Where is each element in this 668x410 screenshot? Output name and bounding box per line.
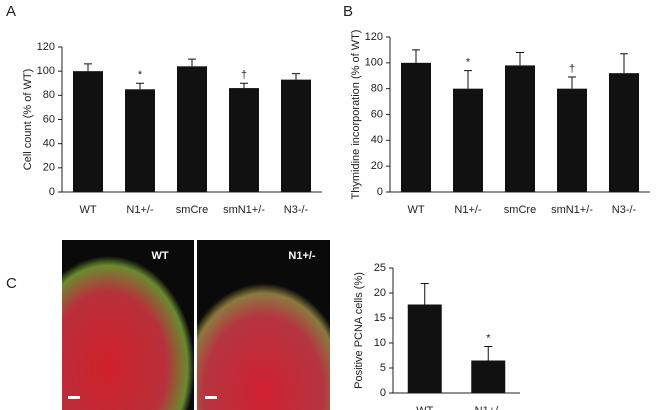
micrograph: WT <box>62 240 194 410</box>
y-tick-label: 120 <box>365 31 383 43</box>
panel-label: B <box>343 3 353 20</box>
y-tick-label: 120 <box>37 41 55 53</box>
error-bar <box>412 49 420 63</box>
bar <box>609 73 639 192</box>
annotation: * <box>466 56 471 68</box>
annotation: † <box>241 69 247 81</box>
bar <box>557 88 587 192</box>
bar <box>125 89 155 192</box>
bar <box>229 88 259 192</box>
y-tick-label: 80 <box>43 89 55 101</box>
y-tick-label: 15 <box>374 312 386 324</box>
bar <box>453 88 483 192</box>
bar <box>177 66 207 192</box>
bar <box>281 79 311 192</box>
x-tick-label: WT <box>416 405 433 410</box>
x-tick-label: WT <box>407 204 424 216</box>
x-tick-label: N3-/- <box>284 204 309 216</box>
x-tick-label: smCre <box>176 204 208 216</box>
micrograph: N1+/- <box>197 240 330 410</box>
y-tick-label: 40 <box>371 134 383 146</box>
error-bar <box>188 58 196 67</box>
bar <box>73 71 103 192</box>
error-bar <box>240 82 248 89</box>
error-bar <box>516 52 524 66</box>
micrograph-label: N1+/- <box>288 250 316 262</box>
panel-label: C <box>6 275 17 292</box>
y-tick-label: 100 <box>37 65 55 77</box>
error-bar <box>484 346 493 361</box>
y-tick-label: 0 <box>380 387 386 399</box>
y-tick-label: 25 <box>374 262 386 274</box>
error-bar <box>292 73 300 80</box>
x-tick-label: N1+/- <box>454 204 482 216</box>
y-tick-label: 100 <box>365 57 383 69</box>
bar <box>407 304 442 393</box>
y-tick-label: 40 <box>43 138 55 150</box>
bar <box>401 62 431 193</box>
x-tick-label: smN1+/- <box>551 204 593 216</box>
x-tick-label: smN1+/- <box>223 204 265 216</box>
x-tick-label: smCre <box>504 204 536 216</box>
y-tick-label: 5 <box>380 362 386 374</box>
y-axis-label: Positive PCNA cells (%) <box>353 272 365 389</box>
y-axis-label: Thymidine incorporation (% of WT) <box>350 30 362 200</box>
x-tick-label: N1+/- <box>126 204 154 216</box>
y-tick-label: 0 <box>377 186 383 198</box>
y-tick-label: 60 <box>43 113 55 125</box>
annotation: * <box>138 69 143 81</box>
micrograph-label: WT <box>151 250 168 262</box>
bar <box>505 65 535 192</box>
y-tick-label: 20 <box>43 162 55 174</box>
error-bar <box>420 283 429 305</box>
y-tick-label: 10 <box>374 337 386 349</box>
y-tick-label: 60 <box>371 108 383 120</box>
y-tick-label: 0 <box>49 186 55 198</box>
y-axis-label: Cell count (% of WT) <box>22 69 34 170</box>
error-bar <box>136 82 144 90</box>
x-tick-label: WT <box>79 204 96 216</box>
x-tick-label: N3-/- <box>612 204 637 216</box>
error-bar <box>620 53 628 74</box>
error-bar <box>464 70 472 89</box>
error-bar <box>568 76 576 89</box>
x-tick-label: N1+/- <box>475 405 503 410</box>
annotation: * <box>486 332 491 344</box>
y-tick-label: 20 <box>371 160 383 172</box>
bar <box>471 360 506 393</box>
annotation: † <box>569 63 575 75</box>
y-tick-label: 20 <box>374 287 386 299</box>
error-bar <box>84 63 92 72</box>
y-tick-label: 80 <box>371 83 383 95</box>
panel-label: A <box>6 3 16 20</box>
